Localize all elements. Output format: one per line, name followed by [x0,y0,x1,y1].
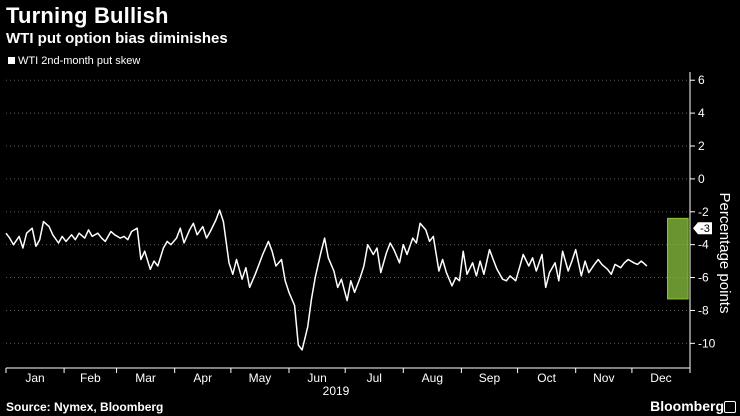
chart-subtitle: WTI put option bias diminishes [6,30,228,47]
x-tick-label: Jun [307,371,326,385]
last-value-label: -3 [700,223,710,235]
y-tick-label: 4 [698,106,705,120]
y-tick-label: -6 [698,271,709,285]
y-tick-label: -2 [698,205,709,219]
y-tick-label: 0 [698,172,705,186]
chart-title: Turning Bullish [6,3,169,28]
y-axis-label: Percentage points [716,193,733,314]
x-tick-label: Jul [367,371,382,385]
x-tick-label: Apr [193,371,212,385]
x-tick-label: Nov [593,371,614,385]
x-axis: Jan Feb Mar Apr May Jun Jul Aug Sep Oct Nov Dec [5,367,691,385]
highlight-rect [667,217,689,300]
x-tick-label: Feb [80,371,101,385]
x-tick-label: Jan [25,371,44,385]
y-tick-label: -8 [698,303,709,317]
x-tick-label: Oct [537,371,556,385]
badge-icon [724,401,736,413]
y-tick-label: 6 [698,73,705,87]
y-axis: 6 4 2 0 -2 -4 -6 -8 -10 [689,72,716,368]
highlight-box [667,217,689,300]
x-tick-label: May [249,371,272,385]
x-tick-label: Mar [135,371,156,385]
gridlines [6,79,690,344]
y-tick-label: 2 [698,139,705,153]
x-tick-label: Sep [479,371,501,385]
x-axis-year-label: 2019 [323,384,350,398]
series-line [5,209,648,351]
legend-swatch [8,57,15,64]
series-line-group [5,209,648,351]
x-tick-label: Aug [422,371,443,385]
x-tick-label: Dec [650,371,671,385]
y-tick-label: -4 [698,238,709,252]
source-note: Source: Nymex, Bloomberg [6,400,164,414]
legend: WTI 2nd-month put skew [8,55,140,67]
last-value-tag [693,222,712,235]
bloomberg-logo: Bloomberg [650,398,724,414]
y-tick-label: -10 [698,336,716,350]
last-value-marker: -3 [693,222,712,235]
legend-label: WTI 2nd-month put skew [18,55,140,67]
